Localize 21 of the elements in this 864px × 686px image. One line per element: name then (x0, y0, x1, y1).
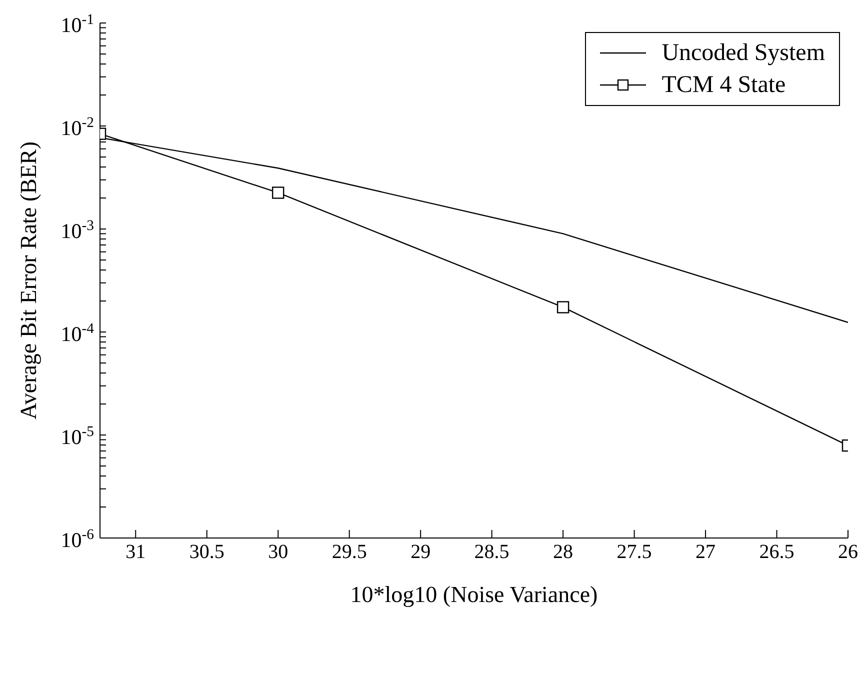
x-tick-label: 30 (268, 541, 288, 563)
y-tick-label: 10$^{-1}$ (60, 12, 94, 37)
x-axis-title: 10*log10 (Noise Variance) (350, 582, 598, 607)
y-tick-label: 10$^{-2}$ (60, 115, 94, 140)
x-tick-label: 29.5 (332, 541, 367, 563)
y-axis-title: Average Bit Error Rate (BER) (16, 141, 42, 420)
y-tick-label: 10$^{-6}$ (60, 527, 94, 552)
x-tick-label: 30.5 (189, 541, 224, 563)
x-tick-label: 28 (553, 541, 574, 563)
x-tick-label: 27.5 (616, 541, 652, 563)
legend-label: Uncoded System (662, 40, 825, 66)
x-tick-label: 27 (696, 541, 716, 563)
x-tick-label: 28.5 (474, 541, 510, 563)
y-tick-label: 10$^{-5}$ (60, 424, 94, 449)
legend-label: TCM 4 State (662, 72, 786, 98)
y-tick-label: 10$^{-4}$ (60, 321, 95, 346)
x-tick-label: 26.5 (759, 541, 794, 563)
x-tick-label: 31 (126, 541, 146, 563)
y-tick-label: 10$^{-3}$ (60, 218, 94, 243)
x-tick-label: 26 (838, 541, 858, 563)
x-tick-label: 29 (410, 541, 431, 563)
